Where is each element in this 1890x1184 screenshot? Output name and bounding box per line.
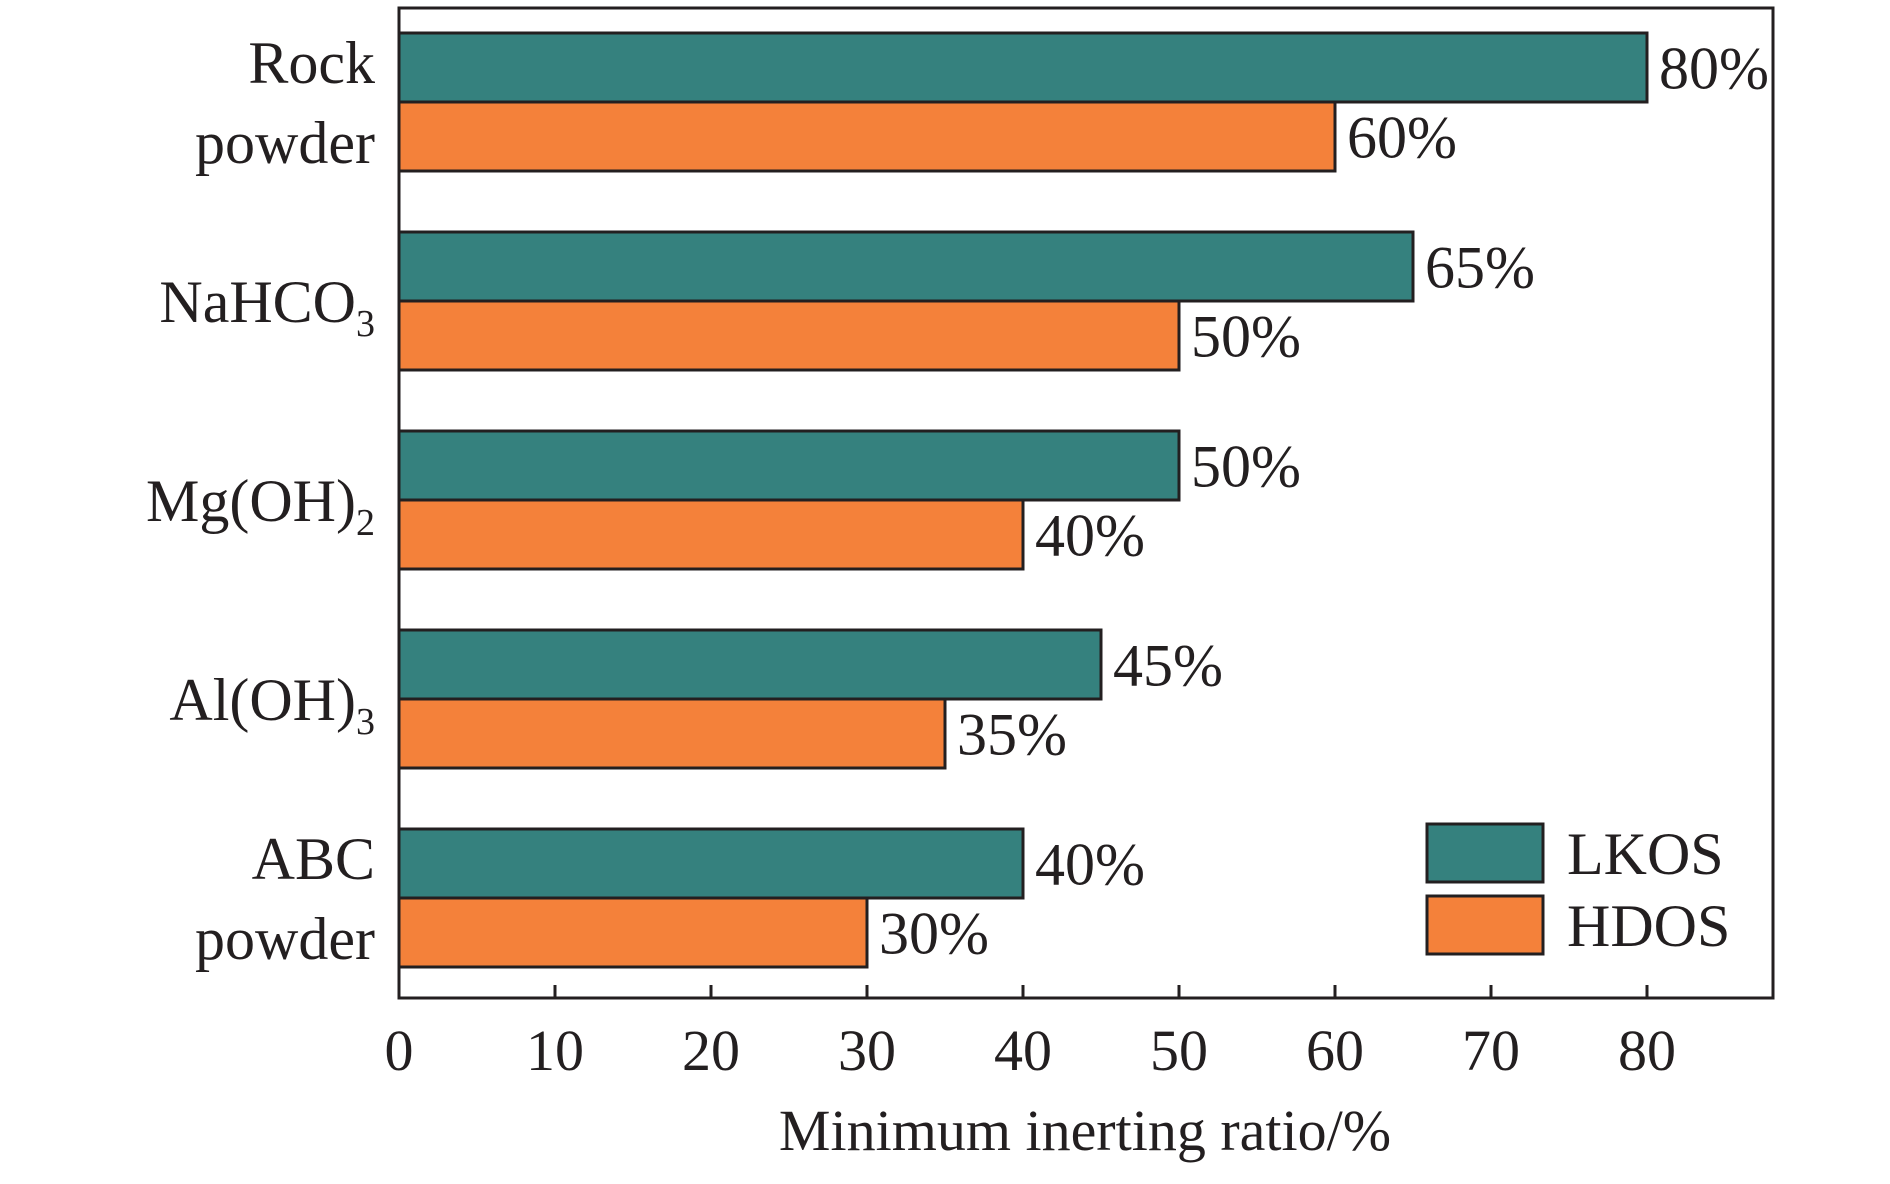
lkos-legend-label: LKOS	[1567, 821, 1724, 887]
hdos-value-label-3: 40%	[1035, 503, 1145, 569]
category-label-5-line-2: powder	[195, 906, 375, 972]
x-tick-label-20: 20	[682, 1018, 740, 1083]
hdos-legend-label: HDOS	[1567, 893, 1730, 959]
hdos-value-label-2: 50%	[1191, 304, 1301, 370]
value-labels-layer: 80% 60% 65% 50% 50% 40% 45% 35% 40% 30%	[879, 36, 1769, 967]
category-label-2: NaHCO3	[159, 269, 375, 345]
x-tick-label-70: 70	[1462, 1018, 1520, 1083]
lkos-value-label-2: 65%	[1425, 235, 1535, 301]
lkos-bar-2	[397, 230, 1415, 303]
hdos-value-label-5: 30%	[879, 901, 989, 967]
hdos-bar-5	[397, 896, 869, 969]
x-tick-label-30: 30	[838, 1018, 896, 1083]
x-tick-label-40: 40	[994, 1018, 1052, 1083]
category-label-1-line-1: Rock	[248, 30, 375, 96]
lkos-value-label-5: 40%	[1035, 832, 1145, 898]
lkos-value-label-3: 50%	[1191, 434, 1301, 500]
plot-frame	[397, 6, 1775, 1000]
x-axis-title: Minimum inerting ratio/%	[779, 1098, 1391, 1163]
category-label-5-line-1: ABC	[252, 826, 375, 892]
lkos-bar-1	[397, 31, 1649, 104]
hdos-value-label-1: 60%	[1347, 105, 1457, 171]
hdos-legend-swatch	[1425, 894, 1545, 956]
category-label-3: Mg(OH)2	[146, 468, 375, 544]
x-tick-label-60: 60	[1306, 1018, 1364, 1083]
hdos-bar-1	[397, 100, 1337, 173]
x-tick-label-0: 0	[385, 1018, 414, 1083]
lkos-value-label-4: 45%	[1113, 633, 1223, 699]
category-label-4: Al(OH)3	[169, 667, 375, 743]
category-subscript-4: 3	[356, 701, 375, 743]
category-label-1-line-2: powder	[195, 110, 375, 176]
x-tick-label-10: 10	[526, 1018, 584, 1083]
hdos-bar-3	[397, 498, 1025, 571]
x-tick-label-80: 80	[1618, 1018, 1676, 1083]
x-tick-label-50: 50	[1150, 1018, 1208, 1083]
y-axis-category-labels: Rock powder NaHCO3 Mg(OH)2 Al(OH)3 ABC powder	[146, 30, 375, 972]
category-subscript-3: 2	[356, 502, 375, 544]
lkos-bar-3	[397, 429, 1181, 502]
bars-layer	[397, 31, 1649, 969]
lkos-legend-swatch	[1425, 822, 1545, 884]
lkos-bar-5	[397, 827, 1025, 900]
category-subscript-2: 3	[356, 303, 375, 345]
lkos-bar-4	[397, 628, 1103, 701]
x-axis-ticks: 0 10 20 30 40 50 60 70 80	[385, 985, 1676, 1083]
lkos-value-label-1: 80%	[1659, 36, 1769, 102]
hdos-bar-2	[397, 299, 1181, 372]
hdos-value-label-4: 35%	[957, 702, 1067, 768]
hdos-bar-4	[397, 697, 947, 770]
